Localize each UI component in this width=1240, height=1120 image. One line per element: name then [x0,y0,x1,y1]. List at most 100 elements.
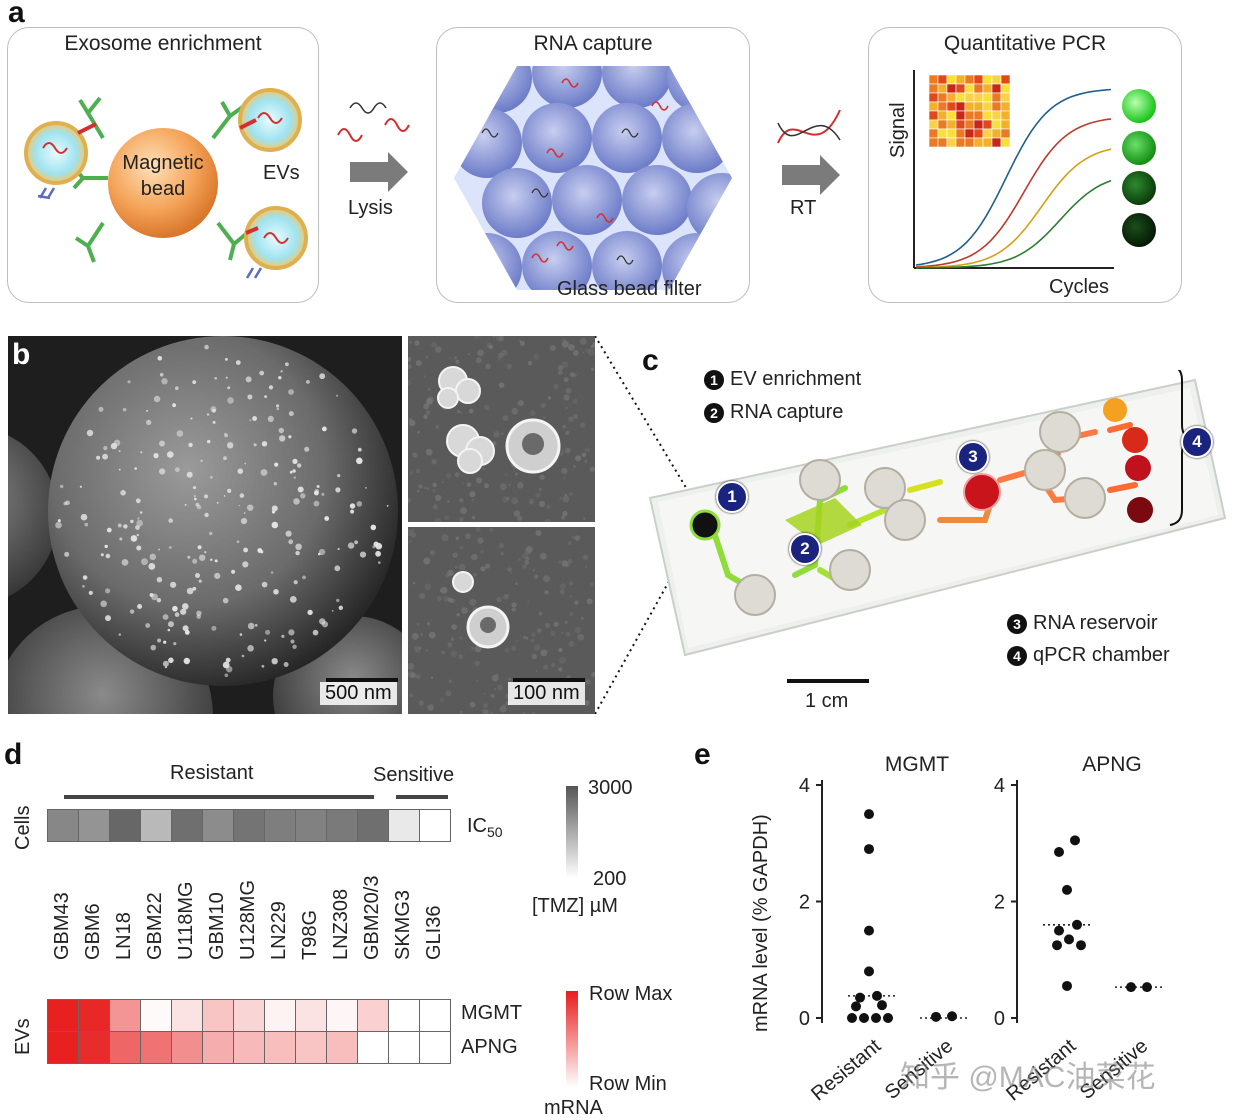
mrna-colorbar-title: mRNA [544,1097,603,1119]
fluorescence-well-1 [1122,89,1156,123]
panel-letter-e: e [694,738,711,771]
cell-line-label: U118MG [174,881,197,960]
data-point [931,1011,941,1022]
mgmt-cell [47,999,79,1032]
apng-cell [171,1031,203,1064]
y-tick-label: 0 [994,1008,1005,1030]
amplification-curve2 [915,118,1112,268]
bead-label: bead [140,178,186,200]
evs-label: EVs [263,162,300,184]
panel-letter-a: a [8,0,25,29]
apng-cell [233,1031,265,1064]
data-point [1054,925,1064,936]
y-tick-label: 4 [994,775,1005,797]
exosome-enrichment-title: Exosome enrichment [64,32,262,55]
chip-marker-4: 4 [1181,426,1213,458]
mgmt-cell [295,999,327,1032]
apng-cell [357,1031,389,1064]
ic50-cell [295,809,327,842]
mgmt-cell [78,999,110,1032]
apng-heatmap-row [47,1031,451,1064]
y-tick-label: 0 [799,1008,810,1030]
data-point [947,1011,957,1022]
magnetic-bead [108,128,218,238]
amplification-curve3 [915,148,1112,269]
apng-cell [109,1031,141,1064]
data-point [1072,919,1082,930]
apng-row-label: APNG [461,1036,518,1058]
panel-letter-b: b [12,338,31,371]
data-point [1064,934,1074,945]
step-ev-enrichment: 1 EV enrichment [704,368,861,391]
magnetic-label: Magnetic [122,152,204,174]
ic50-cell [109,809,141,842]
ic50-cell [326,809,358,842]
panel-letter-d: d [4,738,23,771]
ic50-colorbar-title: [TMZ] µM [532,895,618,917]
ev-top-right [238,88,302,152]
cells-row-label: Cells [12,805,34,850]
data-point [1126,982,1136,993]
evs-row-label: EVs [12,1018,34,1055]
mrna-colorbar-min: Row Min [589,1073,667,1095]
data-point [847,1013,857,1023]
ev-left [24,121,88,185]
watermark: 知乎 @MAC油菜花 [900,1061,1156,1094]
chip-marker-1: 1 [716,481,748,513]
sensitive-heading: Sensitive [373,764,455,786]
y-tick-label: 2 [994,892,1005,914]
qpcr-xlabel: Cycles [1049,276,1110,298]
data-point [877,1000,887,1011]
cell-line-label: LN229 [267,901,290,960]
mgmt-heatmap-row [47,999,451,1032]
data-point [864,925,874,936]
category-label: Resistant [807,1035,885,1106]
data-point [872,990,882,1001]
ic50-colorbar-min: 200 [593,868,627,890]
sem-scale-100nm: 100 nm [508,682,585,705]
ic50-cell [357,809,389,842]
step-qpcr-chamber: 4 qPCR chamber [1007,644,1170,667]
step-rna-capture: 2 RNA capture [704,401,843,424]
y-tick-label: 4 [799,775,810,797]
data-point [1062,884,1072,895]
mrna-colorbar [566,991,578,1087]
data-point [864,966,874,977]
cell-line-label: SKMG3 [391,889,414,960]
fluorescence-well-2 [1122,131,1156,165]
data-point [1062,980,1072,991]
ic50-cell [264,809,296,842]
qpcr-amplification-plot [913,70,1156,269]
sem-inset-bottom: 100 nm [408,527,595,714]
apng-cell [419,1031,451,1064]
ic50-cell [140,809,172,842]
data-point [1070,835,1080,846]
fluorescence-well-4 [1122,213,1156,247]
sensitive-bracket [396,795,448,799]
ic50-colorbar-max: 3000 [588,777,633,799]
qpcr-ylabel: Signal [887,102,909,158]
apng-cell [264,1031,296,1064]
mrna-scatter-plots: 024MGMTResistantSensitive024APNGResistan… [799,753,1163,1106]
sem-bead-image: 500 nm [8,336,402,714]
apng-cell [202,1031,234,1064]
mgmt-cell [202,999,234,1032]
exosome-enrichment-box: Exosome enrichment [7,27,319,303]
cell-line-label: GBM22 [143,892,166,960]
panel-letter-c: c [642,344,659,377]
cell-line-labels: GBM43 GBM6 LN18 GBM22 U118MG GBM10 U128MG LN229… [47,860,450,960]
data-point [851,1001,861,1012]
qpcr-title: Quantitative PCR [943,32,1107,55]
scatter-title: APNG [1082,753,1142,776]
chip-scale-bar [787,679,869,683]
y-tick-label: 2 [799,892,810,914]
cell-line-label: GLI36 [422,905,445,960]
data-point [1142,982,1152,993]
data-point [871,1013,881,1023]
cell-line-label: GBM10 [205,892,228,960]
apng-cell [388,1031,420,1064]
lysis-label: Lysis [348,197,393,219]
ev-inlet-well [689,509,721,541]
qpcr-box: Quantitative PCR Signal Cycles [868,27,1182,303]
data-point [1076,940,1086,951]
